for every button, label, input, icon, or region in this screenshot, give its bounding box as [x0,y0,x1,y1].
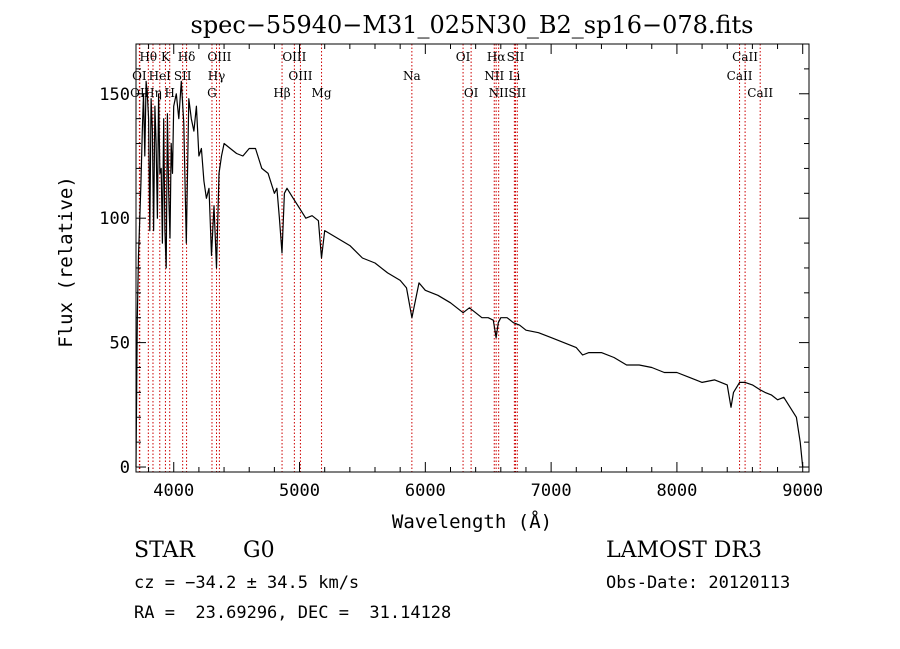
x-axis-label: Wavelength (Å) [392,510,552,533]
spectrum-series [135,80,804,468]
spectral-line-label: K [161,50,171,64]
spectral-line-label: OI [456,50,471,64]
spectral-line-label: NII [484,69,504,83]
x-tick-label: 9000 [782,481,823,501]
spectral-lines-layer [138,44,761,472]
coordinates: RA = 23.69296, DEC = 31.14128 [134,603,452,623]
y-axis: 0 50 100 150 [99,68,809,478]
x-tick-label: 6000 [405,481,446,501]
chart-title: spec−55940−M31_025N30_B2_sp16−078.fits [191,11,754,39]
spectral-line-label: Hη [144,86,162,100]
spectral-line-label: Li [508,69,520,83]
x-tick-label: 8000 [656,481,697,501]
redshift-cz: cz = −34.2 ± 34.5 km/s [134,573,360,593]
spectral-line-label: OI [464,86,479,100]
spectral-line-label: CaII [747,86,773,100]
observation-date: Obs-Date: 20120113 [606,573,791,593]
spectral-line-label: OIII [282,50,306,64]
spectrum-line [135,80,804,468]
spectral-line-label: Mg [312,86,332,100]
y-tick-label: 50 [110,334,130,354]
object-class: STAR [134,538,195,563]
object-subclass: G0 [243,538,275,563]
spectral-line-label: SII [174,69,192,83]
spectral-line-label: G [207,86,217,100]
y-tick-label: 150 [99,85,130,105]
spectral-line-label: OI [132,69,147,83]
spectral-line-label: CaII [732,50,758,64]
spectral-line-label: Hγ [208,69,226,83]
x-tick-label: 5000 [279,481,320,501]
spectral-line-label: Hα [487,50,506,64]
spectral-line-label: CaII [727,69,753,83]
y-tick-label: 100 [99,209,130,229]
survey-name: LAMOST DR3 [606,538,762,563]
spectral-line-label: Na [403,69,421,83]
spectral-line-label: OIII [288,69,312,83]
spectral-line-label: SII [507,50,525,64]
spectral-line-label: H [164,86,174,100]
x-axis: 4000 5000 6000 7000 8000 9000 [148,44,823,501]
y-tick-label: 0 [120,458,130,478]
spectral-line-label: Hβ [273,86,290,100]
spectral-line-label: SII [508,86,526,100]
plot-frame [135,43,810,473]
spectral-line-label: NII [489,86,509,100]
y-axis-label: Flux (relative) [55,176,77,348]
spectral-line-label: Hδ [178,50,196,64]
spectral-line-label: HeI [149,69,172,83]
spectral-line-label: Hθ [139,50,157,64]
x-tick-label: 7000 [531,481,572,501]
spectral-line-label: OII [130,86,150,100]
x-tick-label: 4000 [153,481,194,501]
spectral-line-label: OIII [207,50,231,64]
